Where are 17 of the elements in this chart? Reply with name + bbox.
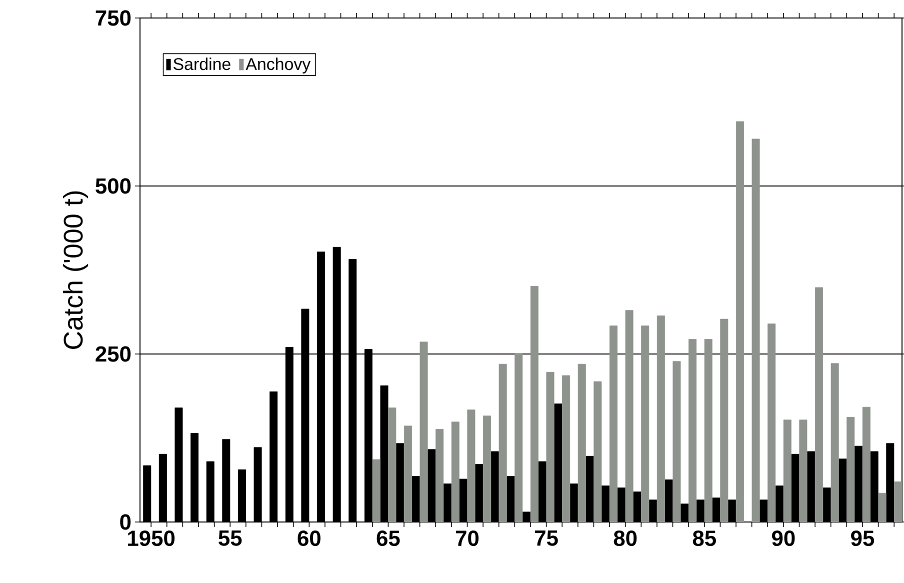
legend-label: Sardine	[174, 58, 230, 70]
x-tick-label: 80	[614, 530, 637, 546]
y-tick-label: 250	[96, 346, 131, 362]
x-tick-label: 70	[456, 530, 479, 546]
x-tick-label: 75	[535, 530, 558, 546]
y-tick-label: 500	[96, 178, 131, 194]
y-axis-title: Catch ('000 t)	[63, 191, 88, 349]
y-tick-label: 750	[96, 10, 131, 26]
x-tick-label: 65	[376, 530, 400, 546]
x-tick-label: 85	[692, 530, 716, 546]
x-tick-label: 55	[218, 530, 242, 546]
y-tick-label: 0	[120, 514, 131, 530]
x-tick-label: 95	[851, 530, 874, 546]
legend-label: Anchovy	[246, 58, 311, 74]
x-tick-label: 90	[772, 530, 795, 546]
x-tick-label: 1950	[128, 530, 175, 546]
x-tick-label: 60	[298, 530, 320, 546]
